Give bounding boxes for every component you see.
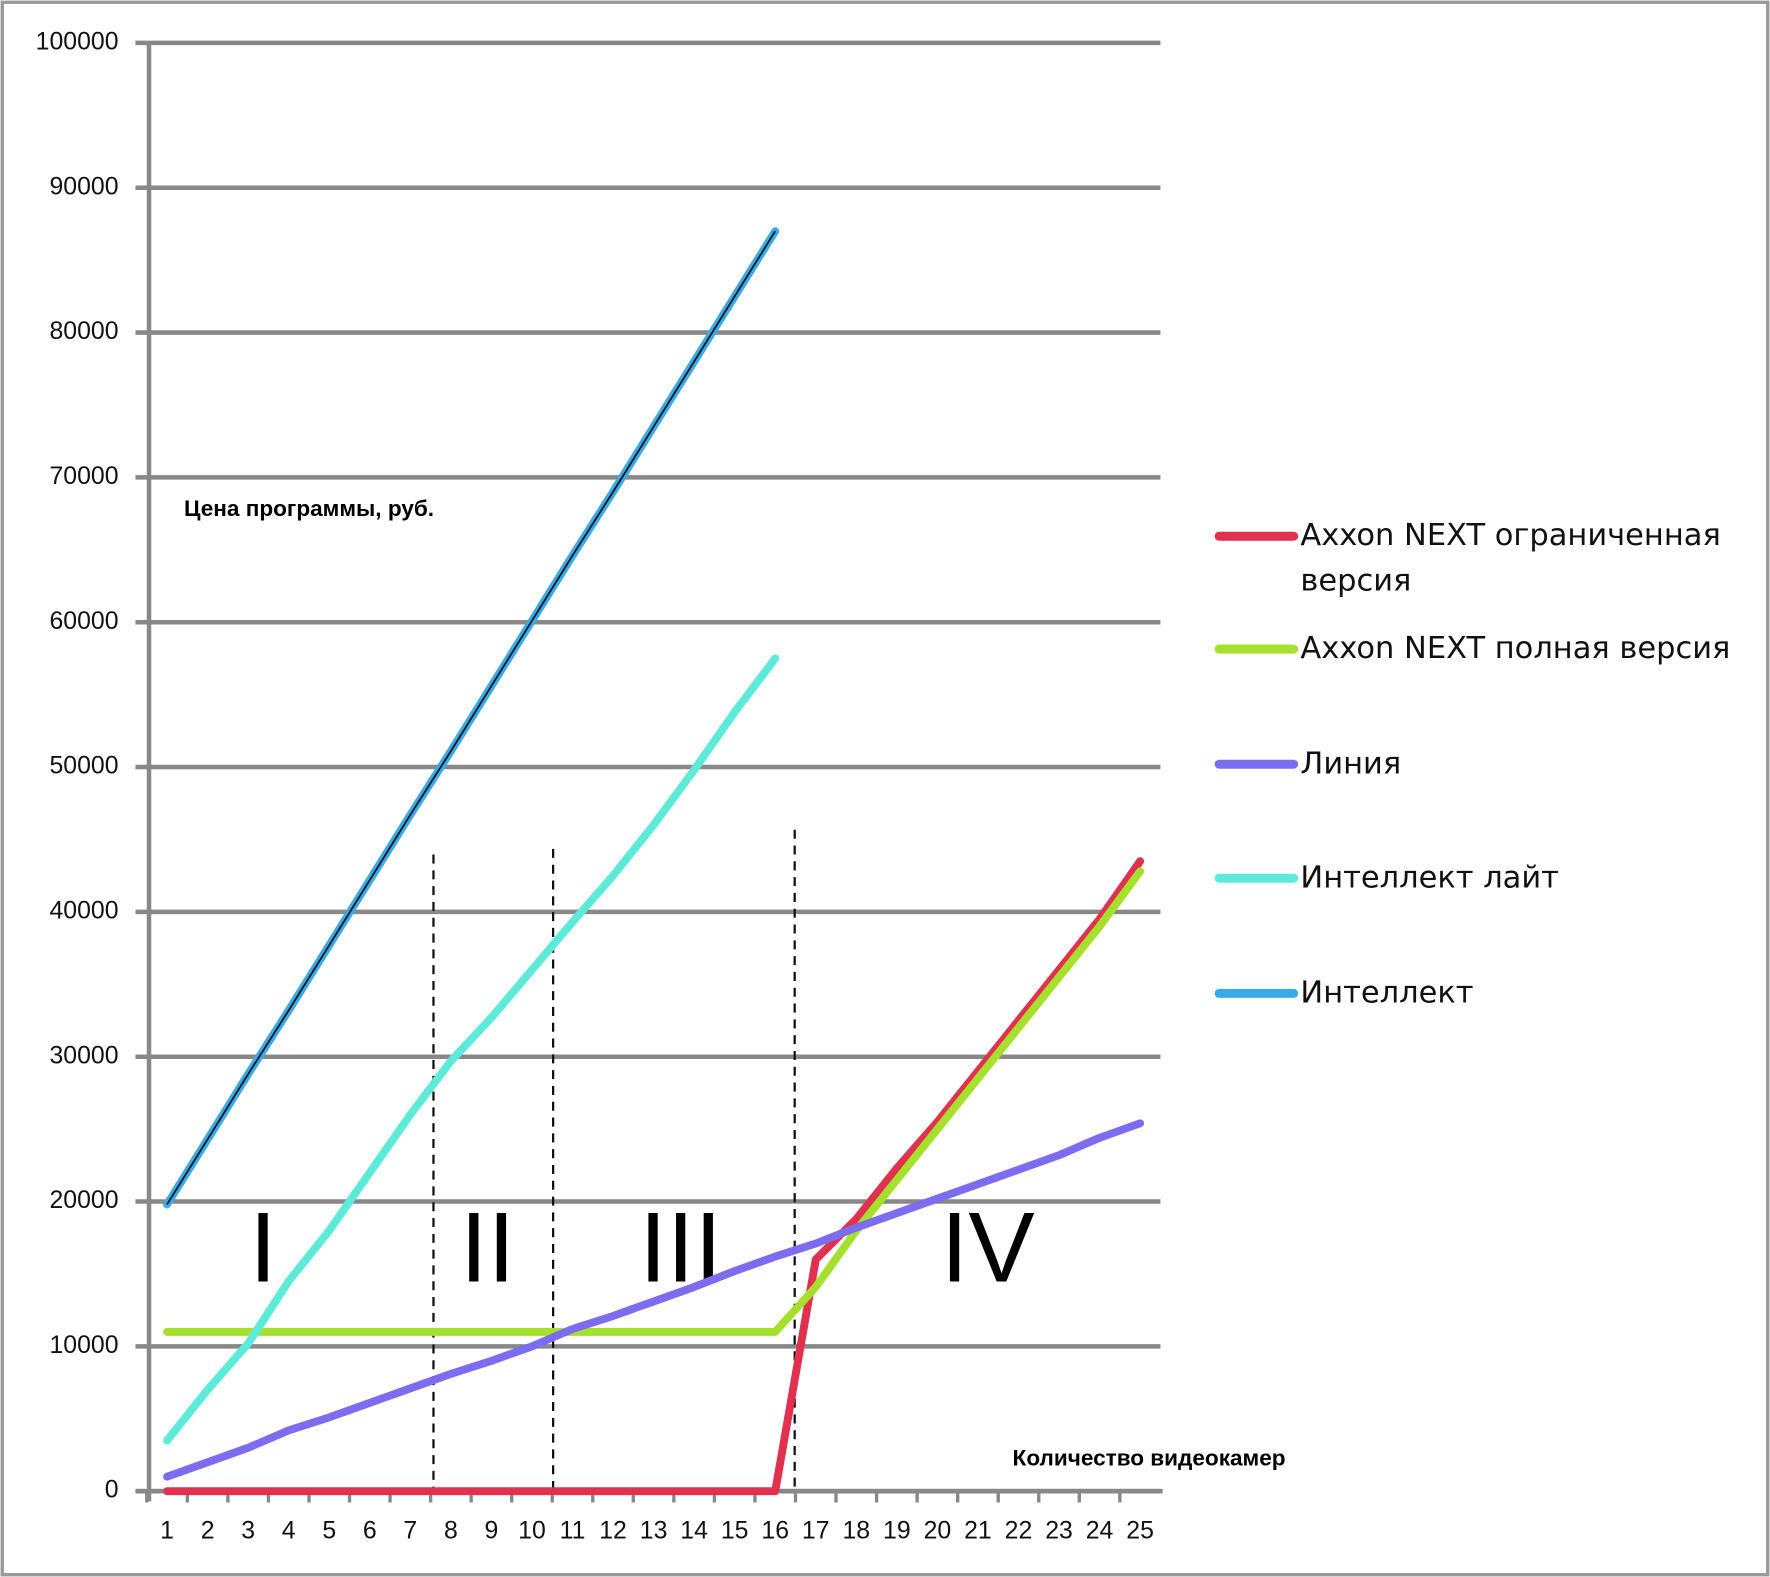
series-line <box>163 654 780 1445</box>
x-tick-label: 5 <box>322 1517 336 1544</box>
y-tick-label: 20000 <box>49 1187 118 1214</box>
y-tick-label: 40000 <box>49 897 118 924</box>
y-tick-label: 90000 <box>49 173 118 200</box>
x-tick-label: 13 <box>640 1517 668 1544</box>
y-tick-label: 30000 <box>49 1042 118 1069</box>
x-tick-label: 12 <box>599 1517 627 1544</box>
legend-item: Axxon NEXT полная версия <box>1300 631 1731 667</box>
y-tick-label: 0 <box>105 1477 119 1504</box>
x-tick-label: 11 <box>560 1517 586 1544</box>
legend-label: Линия <box>1300 746 1402 782</box>
legend-label: Axxon NEXT ограниченная версия <box>1300 518 1721 599</box>
legend-label: Интеллект лайт <box>1300 860 1559 896</box>
zone-label: I <box>249 1193 277 1304</box>
x-tick-label: 1 <box>160 1517 174 1544</box>
x-tick-label: 10 <box>518 1517 546 1544</box>
x-tick-label: 2 <box>201 1517 215 1544</box>
x-tick-label: 20 <box>924 1517 952 1544</box>
x-tick-label: 15 <box>721 1517 749 1544</box>
legend-item: Интеллект лайт <box>1300 860 1559 896</box>
y-tick-label: 80000 <box>49 318 118 345</box>
x-tick-label: 7 <box>403 1517 417 1544</box>
x-tick-label: 24 <box>1086 1517 1114 1544</box>
x-tick-label: 22 <box>1005 1517 1033 1544</box>
zone-label: III <box>639 1193 722 1304</box>
x-tick-label: 16 <box>761 1517 789 1544</box>
x-tick-label: 25 <box>1126 1517 1154 1544</box>
series-line <box>163 867 1145 1336</box>
y-tick-label: 60000 <box>49 608 118 635</box>
y-tick-label: 10000 <box>49 1332 118 1359</box>
x-tick-label: 4 <box>282 1517 296 1544</box>
x-tick-label: 23 <box>1045 1517 1073 1544</box>
x-tick-label: 8 <box>444 1517 458 1544</box>
y-tick-label: 70000 <box>49 463 118 490</box>
legend-label: Axxon NEXT полная версия <box>1300 631 1731 667</box>
zone-label: II <box>460 1193 515 1304</box>
series-line <box>163 857 1145 1496</box>
x-tick-label: 19 <box>883 1517 911 1544</box>
legend-label: Интеллект <box>1300 975 1474 1011</box>
y-tick-label: 50000 <box>49 753 118 780</box>
series-line <box>163 1119 1145 1481</box>
y-axis-label: Цена программы, руб. <box>184 496 434 521</box>
x-tick-label: 14 <box>680 1517 708 1544</box>
x-tick-label: 9 <box>485 1517 499 1544</box>
zone-label: IV <box>941 1193 1035 1304</box>
legend-item: Axxon NEXT ограниченная версия <box>1300 518 1721 599</box>
x-tick-label: 6 <box>363 1517 377 1544</box>
legend-item: Линия <box>1300 746 1402 782</box>
x-axis-label: Количество видеокамер <box>1013 1446 1286 1471</box>
x-tick-label: 17 <box>802 1517 830 1544</box>
x-tick-label: 21 <box>964 1517 992 1544</box>
x-tick-label: 18 <box>842 1517 870 1544</box>
legend-item: Интеллект <box>1300 975 1474 1011</box>
series-line-core <box>166 230 776 1205</box>
x-tick-label: 3 <box>241 1517 255 1544</box>
y-tick-label: 100000 <box>36 28 119 55</box>
